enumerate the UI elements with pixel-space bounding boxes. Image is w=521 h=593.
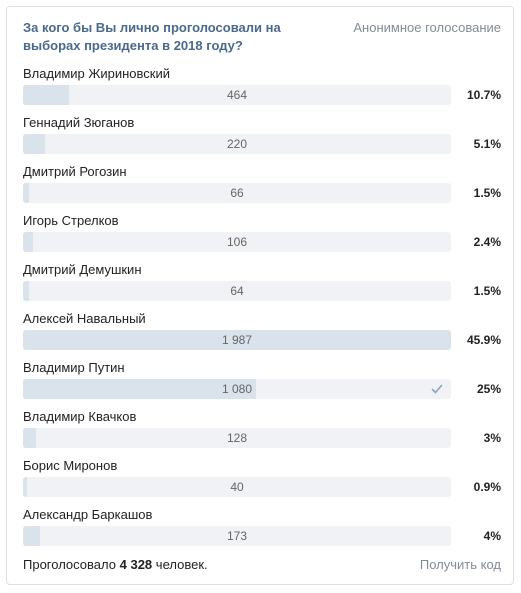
poll-option[interactable]: Александр Баркашов 173 4% <box>23 506 501 555</box>
total-votes: Проголосовало 4 328 человек. <box>23 556 208 574</box>
poll-option-count: 464 <box>226 88 248 102</box>
poll-option-bar[interactable]: 40 <box>23 477 451 497</box>
poll-option[interactable]: Игорь Стрелков 106 2.4% <box>23 212 501 261</box>
poll-option-label: Владимир Квачков <box>23 409 137 424</box>
poll-option-bar-fill <box>23 428 36 448</box>
poll-option-bar-fill <box>23 281 30 301</box>
poll-option-bar[interactable]: 64 <box>23 281 451 301</box>
poll-option-count: 220 <box>226 137 248 151</box>
poll-card: За кого бы Вы лично проголосовали на выб… <box>6 6 514 585</box>
poll-option-label: Игорь Стрелков <box>23 213 119 228</box>
poll-option[interactable]: Алексей Навальный 1 987 45.9% <box>23 310 501 359</box>
poll-option-bar-fill <box>23 183 30 203</box>
poll-option-label: Владимир Жириновский <box>23 66 171 81</box>
poll-option[interactable]: Дмитрий Демушкин 64 1.5% <box>23 261 501 310</box>
poll-option-bar-fill <box>23 85 69 105</box>
poll-option-percent: 45.9% <box>466 333 501 347</box>
poll-option-bar[interactable]: 220 <box>23 134 451 154</box>
poll-option-percent: 25% <box>476 382 501 396</box>
poll-option-bar-fill <box>23 477 27 497</box>
poll-option-bar-fill <box>23 134 45 154</box>
poll-option-percent: 10.7% <box>466 88 501 102</box>
poll-option-bar[interactable]: 106 <box>23 232 451 252</box>
total-votes-count: 4 328 <box>119 557 153 572</box>
poll-option-bar[interactable]: 173 <box>23 526 451 546</box>
poll-option-bar[interactable]: 464 <box>23 85 451 105</box>
get-code-link[interactable]: Получить код <box>419 557 501 572</box>
poll-footer: Проголосовало 4 328 человек. Получить ко… <box>23 556 501 574</box>
poll-option-count: 40 <box>230 480 244 494</box>
poll-option[interactable]: Владимир Жириновский 464 10.7% <box>23 65 501 114</box>
poll-option-percent: 5.1% <box>473 137 501 151</box>
poll-option[interactable]: Владимир Путин 1 080 25% <box>23 359 501 408</box>
poll-option-count: 173 <box>226 529 248 543</box>
poll-option-percent: 0.9% <box>473 480 501 494</box>
poll-option[interactable]: Владимир Квачков 128 3% <box>23 408 501 457</box>
poll-option-percent: 1.5% <box>473 186 501 200</box>
poll-option-bar[interactable]: 128 <box>23 428 451 448</box>
poll-option-bar[interactable]: 1 080 <box>23 379 451 399</box>
poll-option-label: Александр Баркашов <box>23 507 153 522</box>
poll-option-bar[interactable]: 66 <box>23 183 451 203</box>
total-votes-prefix: Проголосовало <box>23 557 116 572</box>
poll-option-percent: 2.4% <box>473 235 501 249</box>
poll-option[interactable]: Дмитрий Рогозин 66 1.5% <box>23 163 501 212</box>
poll-option[interactable]: Геннадий Зюганов 220 5.1% <box>23 114 501 163</box>
poll-option[interactable]: Борис Миронов 40 0.9% <box>23 457 501 506</box>
checkmark-icon <box>431 384 443 394</box>
poll-option-percent: 1.5% <box>473 284 501 298</box>
poll-option-count: 66 <box>230 186 244 200</box>
poll-option-label: Алексей Навальный <box>23 311 146 326</box>
poll-header: За кого бы Вы лично проголосовали на выб… <box>23 19 501 59</box>
poll-option-count: 64 <box>230 284 244 298</box>
poll-option-count: 1 987 <box>221 333 253 347</box>
poll-option-label: Геннадий Зюганов <box>23 115 135 130</box>
poll-option-percent: 3% <box>483 431 501 445</box>
poll-options: Владимир Жириновский 464 10.7% Геннадий Зюг… <box>23 65 501 555</box>
poll-option-label: Дмитрий Демушкин <box>23 262 142 277</box>
poll-option-bar-fill <box>23 379 256 399</box>
poll-option-bar[interactable]: 1 987 <box>23 330 451 350</box>
poll-option-bar-fill <box>23 330 451 350</box>
total-votes-suffix: человек. <box>155 557 208 572</box>
poll-option-percent: 4% <box>483 529 501 543</box>
poll-question: За кого бы Вы лично проголосовали на выб… <box>23 20 281 53</box>
poll-option-count: 128 <box>226 431 248 445</box>
poll-option-label: Владимир Путин <box>23 360 125 375</box>
poll-option-count: 106 <box>226 235 248 249</box>
poll-option-label: Дмитрий Рогозин <box>23 164 127 179</box>
poll-option-label: Борис Миронов <box>23 458 118 473</box>
poll-option-bar-fill <box>23 232 34 252</box>
poll-option-count: 1 080 <box>221 382 253 396</box>
poll-type-label: Анонимное голосование <box>353 20 501 35</box>
poll-option-bar-fill <box>23 526 41 546</box>
